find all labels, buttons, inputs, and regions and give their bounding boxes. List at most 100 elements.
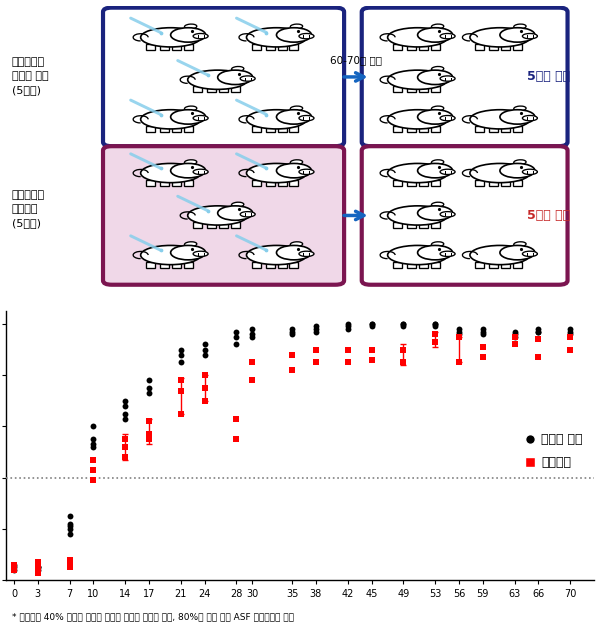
Point [200, 370, 209, 380]
Ellipse shape [500, 245, 535, 260]
Point [430, 337, 440, 347]
Point [33, 568, 43, 578]
Ellipse shape [193, 251, 208, 256]
Ellipse shape [470, 245, 530, 265]
Ellipse shape [431, 202, 444, 207]
FancyBboxPatch shape [103, 146, 344, 285]
Point [200, 383, 209, 393]
Bar [278, 44, 287, 50]
Ellipse shape [247, 27, 307, 47]
Point [510, 332, 520, 342]
Point [287, 324, 297, 334]
Point [533, 324, 543, 334]
Point [89, 455, 98, 465]
Ellipse shape [247, 163, 307, 183]
Bar [172, 180, 181, 186]
Ellipse shape [188, 70, 248, 89]
Point [533, 334, 543, 344]
Text: 백신후보주
근육주사
(5마리): 백신후보주 근육주사 (5마리) [12, 190, 45, 228]
Point [343, 344, 352, 354]
Legend: 입으로 투여, 근육주사: 입으로 투여, 근육주사 [520, 428, 588, 474]
Bar [431, 222, 440, 228]
Point [200, 344, 209, 354]
Bar [393, 180, 402, 186]
Point [430, 319, 440, 329]
Point [9, 560, 19, 570]
Point [454, 358, 464, 368]
Point [533, 326, 543, 336]
Ellipse shape [290, 241, 302, 246]
Point [176, 375, 185, 385]
Point [9, 560, 19, 570]
Point [454, 332, 464, 342]
Point [232, 414, 241, 424]
Ellipse shape [277, 245, 311, 260]
Bar [252, 44, 261, 50]
Point [144, 388, 154, 398]
Point [565, 329, 575, 339]
Point [311, 358, 320, 368]
Bar [230, 222, 239, 228]
Point [121, 434, 130, 444]
Bar [431, 180, 440, 186]
Bar [513, 180, 522, 186]
Point [430, 321, 440, 331]
FancyBboxPatch shape [103, 7, 344, 146]
Point [510, 332, 520, 342]
Bar [160, 126, 169, 132]
Point [430, 329, 440, 339]
Ellipse shape [193, 34, 208, 39]
Bar [219, 222, 228, 228]
Ellipse shape [277, 163, 311, 178]
Bar [419, 86, 428, 92]
Bar [407, 126, 416, 132]
Ellipse shape [418, 27, 452, 42]
Bar [475, 126, 484, 132]
Bar [160, 44, 169, 50]
Ellipse shape [232, 202, 244, 207]
Ellipse shape [299, 251, 314, 256]
Ellipse shape [470, 110, 530, 129]
Ellipse shape [140, 110, 200, 129]
Bar [289, 180, 298, 186]
Ellipse shape [523, 169, 538, 175]
Bar [184, 44, 193, 50]
Point [478, 342, 488, 352]
Bar [266, 126, 275, 132]
Ellipse shape [388, 70, 448, 89]
Point [367, 321, 376, 331]
Ellipse shape [431, 241, 444, 246]
Bar [502, 261, 511, 268]
Point [144, 375, 154, 385]
Point [121, 414, 130, 424]
Point [121, 396, 130, 406]
Point [367, 344, 376, 354]
Point [510, 339, 520, 349]
Point [565, 324, 575, 334]
Ellipse shape [188, 206, 248, 225]
Bar [172, 44, 181, 50]
Ellipse shape [170, 110, 206, 124]
Bar [252, 261, 261, 268]
Ellipse shape [299, 34, 314, 39]
Ellipse shape [440, 34, 455, 39]
Ellipse shape [290, 160, 302, 165]
Bar [513, 261, 522, 268]
Point [65, 562, 74, 572]
Bar [193, 222, 202, 228]
FancyBboxPatch shape [362, 7, 568, 146]
Bar [407, 86, 416, 92]
Ellipse shape [440, 251, 455, 256]
Ellipse shape [388, 245, 448, 265]
Ellipse shape [523, 251, 538, 256]
Ellipse shape [290, 106, 302, 111]
Point [398, 321, 408, 331]
Point [176, 409, 185, 419]
Point [343, 358, 352, 368]
Ellipse shape [500, 163, 535, 178]
Ellipse shape [140, 245, 200, 265]
Point [533, 352, 543, 362]
Ellipse shape [418, 70, 452, 85]
Bar [230, 86, 239, 92]
Ellipse shape [470, 27, 530, 47]
